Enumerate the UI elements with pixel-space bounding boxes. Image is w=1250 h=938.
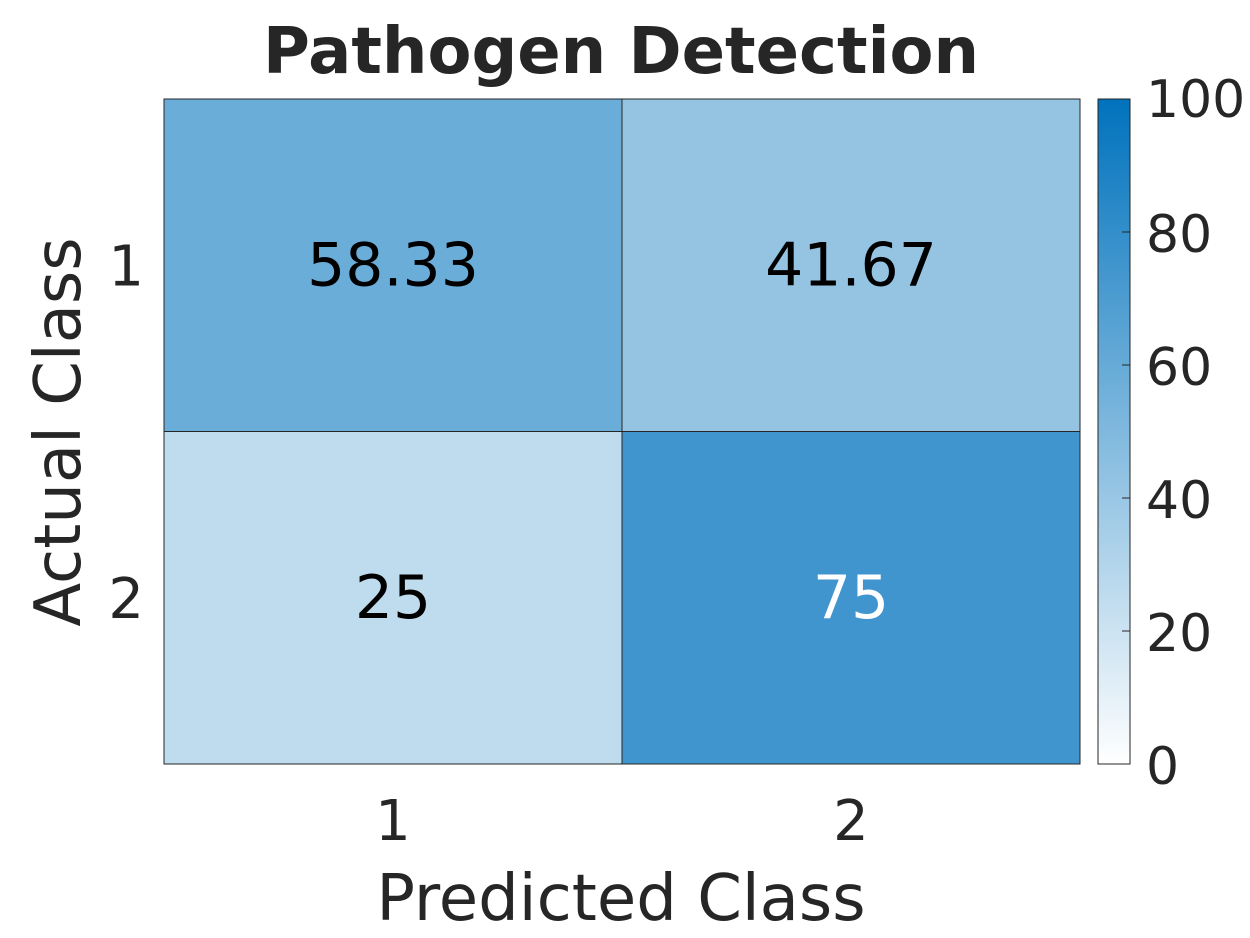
- cell-value-label-r2-c2: 75: [813, 563, 889, 633]
- heatmap-cells: [163, 98, 1081, 765]
- chart-title: Pathogen Detection: [263, 15, 979, 89]
- colorbar-tick-label-40: 40: [1146, 471, 1212, 531]
- cell-value-label-r2-c1: 25: [355, 563, 431, 633]
- heatmap-cell-r2-c2: [621, 431, 1081, 765]
- x-axis-label: Predicted Class: [376, 862, 865, 936]
- heatmap-cell-labels: 58.33 41.67 25 75: [307, 230, 937, 633]
- x-tick-label-2: 2: [833, 789, 869, 854]
- y-tick-label-1: 1: [108, 234, 144, 299]
- cell-value-label-r1-c2: 41.67: [765, 230, 937, 300]
- colorbar-tick-label-20: 20: [1146, 604, 1212, 664]
- y-axis-ticks: 12: [108, 234, 144, 632]
- colorbar-ticks: 0 20 40 60 80 100: [1122, 70, 1245, 797]
- y-tick-label-2: 2: [108, 567, 144, 632]
- heatmap-cell-r1-c1: [163, 98, 623, 432]
- x-tick-label-1: 1: [375, 789, 411, 854]
- colorbar-tick-label-0: 0: [1146, 737, 1179, 797]
- y-axis-label: Actual Class: [22, 237, 96, 626]
- heatmap-cell-r1-c2: [621, 98, 1081, 432]
- colorbar-tick-label-80: 80: [1146, 205, 1212, 265]
- colorbar-tick-label-100: 100: [1146, 70, 1245, 130]
- colorbar: [1097, 98, 1131, 765]
- colorbar-tick-label-60: 60: [1146, 338, 1212, 398]
- heatmap-cell-r2-c1: [163, 431, 623, 765]
- cell-value-label-r1-c1: 58.33: [307, 230, 479, 300]
